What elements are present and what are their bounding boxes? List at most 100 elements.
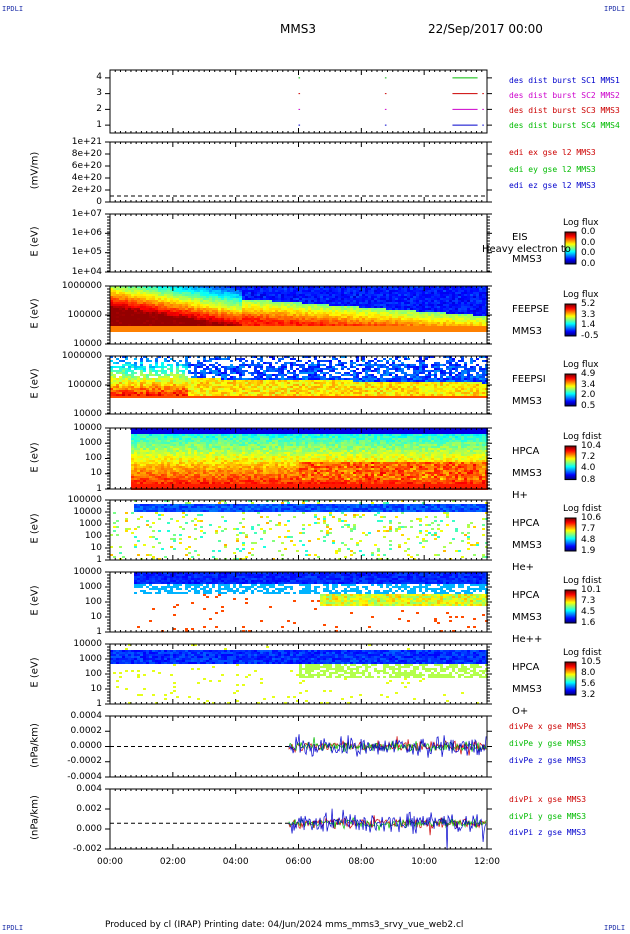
heatmap-cell — [419, 330, 422, 332]
heatmap-cell — [242, 358, 245, 360]
heatmap-cell — [338, 360, 341, 362]
heatmap-cell — [227, 386, 230, 388]
heatmap-cell — [338, 318, 341, 320]
heatmap-cell — [146, 384, 149, 386]
heatmap-cell — [197, 302, 200, 304]
heatmap-cell — [170, 382, 173, 384]
heatmap-cell — [215, 300, 218, 302]
heatmap-cell — [233, 298, 236, 300]
heatmap-cell — [176, 314, 179, 316]
heatmap-cell — [350, 366, 353, 368]
heatmap-cell — [305, 378, 308, 380]
heatmap-cell — [434, 326, 437, 328]
heatmap-cell — [182, 392, 185, 394]
heatmap-cell — [269, 392, 272, 394]
heatmap-cell — [251, 306, 254, 308]
heatmap-cell — [146, 330, 149, 332]
heatmap-cell — [323, 364, 326, 366]
heatmap-cell — [305, 320, 308, 322]
heatmap-cell — [197, 326, 200, 328]
heatmap-cell — [230, 324, 233, 326]
heatmap-cell — [410, 294, 413, 296]
heatmap-cell — [428, 304, 431, 306]
heatmap-cell — [239, 328, 242, 330]
heatmap-cell — [227, 366, 230, 368]
heatmap-cell — [446, 294, 449, 296]
heatmap-cell — [248, 394, 251, 396]
heatmap-cell — [209, 300, 212, 302]
heatmap-cell — [371, 304, 374, 306]
heatmap-cell — [467, 304, 470, 306]
heatmap-cell — [215, 362, 218, 364]
heatmap-cell — [362, 294, 365, 296]
heatmap-cell — [311, 394, 314, 396]
heatmap-cell — [158, 286, 161, 288]
heatmap-cell — [359, 320, 362, 322]
heatmap-cell — [296, 392, 299, 394]
heatmap-cell — [311, 306, 314, 308]
heatmap-cell — [269, 378, 272, 380]
heatmap-cell — [149, 320, 152, 322]
heatmap-cell — [284, 318, 287, 320]
heatmap-cell — [377, 314, 380, 316]
heatmap-cell — [320, 310, 323, 312]
heatmap-cell — [293, 320, 296, 322]
heatmap-cell — [365, 294, 368, 296]
heatmap-cell — [116, 300, 119, 302]
heatmap-cell — [239, 366, 242, 368]
heatmap-cell — [419, 316, 422, 318]
heatmap-cell — [173, 310, 176, 312]
heatmap-cell — [242, 310, 245, 312]
colorbar-cell — [565, 330, 576, 333]
heatmap-cell — [140, 372, 143, 374]
heatmap-cell — [449, 314, 452, 316]
heatmap-cell — [386, 318, 389, 320]
heatmap-cell — [116, 394, 119, 396]
heatmap-cell — [464, 288, 467, 290]
heatmap-cell — [152, 394, 155, 396]
heatmap-cell — [407, 306, 410, 308]
heatmap-cell — [431, 320, 434, 322]
heatmap-cell — [362, 326, 365, 328]
heatmap-cell — [158, 308, 161, 310]
heatmap-cell — [293, 376, 296, 378]
heatmap-cell — [419, 288, 422, 290]
heatmap-cell — [110, 372, 113, 374]
heatmap-cell — [143, 378, 146, 380]
heatmap-cell — [440, 298, 443, 300]
colorbar-cell — [565, 238, 576, 240]
heatmap-cell — [308, 372, 311, 374]
heatmap-cell — [326, 386, 329, 388]
heatmap-cell — [305, 298, 308, 300]
heatmap-cell — [293, 316, 296, 318]
heatmap-cell — [347, 306, 350, 308]
heatmap-cell — [254, 386, 257, 388]
heatmap-cell — [245, 318, 248, 320]
heatmap-cell — [350, 324, 353, 326]
heatmap-cell — [128, 290, 131, 292]
heatmap-cell — [392, 286, 395, 288]
heatmap-cell — [308, 320, 311, 322]
heatmap-cell — [233, 328, 236, 330]
heatmap-cell — [146, 324, 149, 326]
heatmap-cell — [155, 286, 158, 288]
heatmap-cell — [338, 302, 341, 304]
heatmap-cell — [314, 322, 317, 324]
heatmap-cell — [323, 300, 326, 302]
heatmap-cell — [272, 378, 275, 380]
heatmap-cell — [122, 382, 125, 384]
heatmap-cell — [296, 382, 299, 384]
heatmap-cell — [302, 368, 305, 370]
heatmap-cell — [251, 356, 254, 358]
heatmap-cell — [317, 368, 320, 370]
corner-label-bottom-right: IPDLI — [604, 924, 626, 932]
heatmap-cell — [401, 292, 404, 294]
heatmap-cell — [281, 374, 284, 376]
heatmap-cell — [233, 388, 236, 390]
heatmap-cell — [257, 296, 260, 298]
heatmap-cell — [191, 396, 194, 398]
heatmap-cell — [116, 298, 119, 300]
heatmap-cell — [455, 326, 458, 328]
corner-label-bottom-left: IPDLI — [2, 924, 24, 932]
heatmap-cell — [287, 320, 290, 322]
